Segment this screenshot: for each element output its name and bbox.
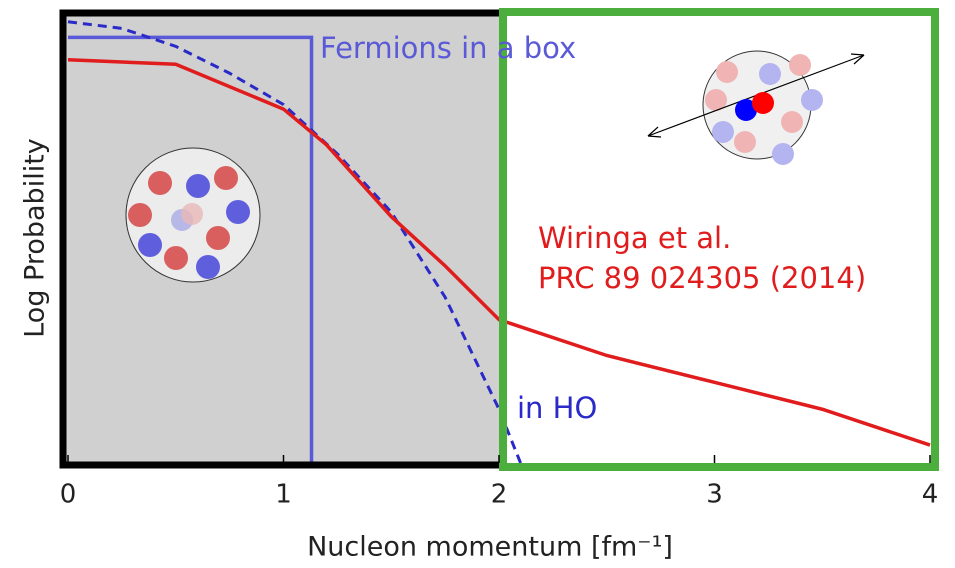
x-tick-label: 1: [275, 480, 292, 510]
x-axis-label: Nucleon momentum [fm⁻¹]: [307, 532, 673, 563]
nucleus-inset: [126, 148, 260, 282]
chart: Nucleon momentum [fm⁻¹] Log Probability …: [0, 0, 955, 568]
pair-inset: [648, 51, 864, 165]
curve-annotation: Fermions in a box: [320, 31, 576, 65]
y-axis-label: Log Probability: [20, 138, 51, 338]
curve-annotation: in HO: [517, 391, 597, 425]
x-tick-label: 2: [491, 480, 508, 510]
x-tick-label: 3: [706, 480, 723, 510]
curve-annotation: PRC 89 024305 (2014): [538, 261, 866, 295]
x-tick-label: 0: [60, 480, 77, 510]
plot-shade: [63, 13, 503, 465]
curve-annotation: Wiringa et al.: [538, 221, 731, 255]
x-tick-label: 4: [922, 480, 939, 510]
